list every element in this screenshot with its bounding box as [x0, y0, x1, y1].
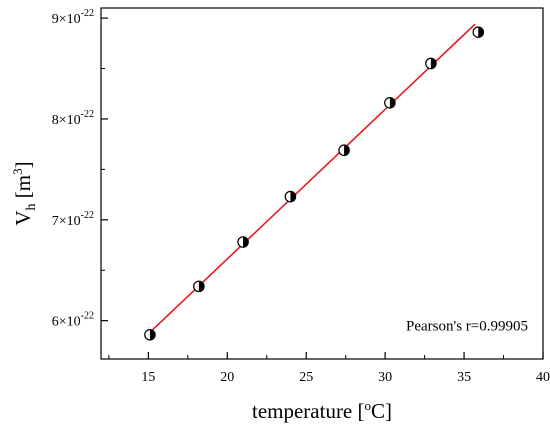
point-half-fill	[478, 27, 484, 38]
x-tick-label: 35	[457, 370, 471, 385]
point-half-fill	[430, 58, 437, 69]
x-tick-label: 40	[536, 370, 550, 385]
data-point	[284, 190, 297, 203]
point-half-fill	[149, 329, 156, 340]
point-half-fill	[344, 145, 350, 156]
data-point	[472, 26, 485, 39]
y-tick-label: 7×10-22	[52, 210, 94, 229]
x-axis-title: temperature [oC]	[252, 398, 392, 423]
data-point	[384, 97, 396, 109]
point-half-fill	[243, 236, 249, 248]
x-tick-label: 25	[299, 370, 313, 385]
data-point	[193, 280, 205, 293]
x-axis-ticks: 15 20 25 30 35 40	[108, 352, 550, 385]
data-point	[338, 144, 350, 157]
x-tick-label: 15	[141, 370, 155, 385]
point-half-fill	[198, 281, 205, 292]
y-axis-ticks: 6×10-22 7×10-22 8×10-22 9×10-22	[52, 8, 108, 330]
pearson-annotation: Pearson's r=0.99905	[406, 319, 528, 335]
y-tick-label: 9×10-22	[52, 8, 94, 27]
data-point	[237, 236, 249, 248]
point-half-fill	[389, 97, 396, 109]
x-tick-label: 30	[378, 370, 392, 385]
y-tick-label: 6×10-22	[52, 311, 94, 330]
point-half-fill	[290, 191, 296, 202]
plot-frame	[100, 7, 544, 360]
data-point	[425, 57, 437, 70]
data-point	[144, 328, 156, 341]
y-tick-label: 8×10-22	[52, 109, 94, 128]
data-points	[144, 26, 485, 341]
y-axis-title: Vh [m3]	[10, 161, 39, 225]
x-tick-label: 20	[220, 370, 234, 385]
